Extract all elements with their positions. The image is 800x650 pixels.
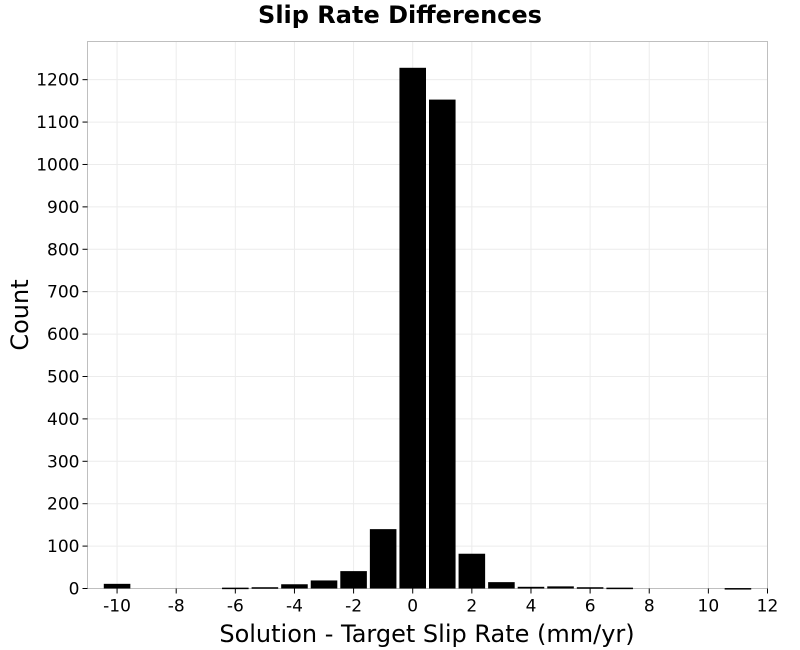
x-tick-label: -10 [103,597,131,617]
y-tick-label: 500 [47,367,79,387]
y-tick-label: 900 [47,198,79,218]
histogram-bar [251,587,279,589]
x-axis-label: Solution - Target Slip Rate (mm/yr) [219,620,634,648]
x-tick-label: 12 [757,597,779,617]
x-tick-label: -2 [345,597,362,617]
chart-title: Slip Rate Differences [258,1,542,29]
histogram-bar [429,99,456,589]
histogram-bar [547,586,574,589]
x-tick-label: 2 [466,597,477,617]
y-tick-label: 100 [47,537,79,557]
y-tick-label: 200 [47,495,79,515]
x-tick-label: 0 [407,597,418,617]
grid [87,41,768,589]
histogram-bar [576,587,604,589]
y-tick-label: 600 [47,325,79,345]
histogram-bar [606,587,633,590]
x-axis-ticks: -10 -8 -6 -4 -2 0 2 4 6 8 10 12 [103,588,779,617]
x-tick-label: 10 [698,597,720,617]
histogram-bar [222,587,249,590]
y-tick-label: 1100 [36,113,79,133]
histogram-bar [724,588,752,590]
histogram-bar [488,582,515,589]
x-tick-label: -4 [286,597,303,617]
x-tick-label: -6 [227,597,244,617]
y-tick-label: 700 [47,283,79,303]
y-axis-ticks: 0 100 200 300 400 500 600 700 800 900 1000 1100 1200 [36,71,88,600]
x-tick-label: 8 [644,597,655,617]
histogram-bar [310,580,338,589]
y-tick-label: 300 [47,452,79,472]
histogram-bar [458,553,486,589]
histogram-bar [517,586,545,589]
histogram-bar [399,67,426,589]
histogram-bar [281,584,308,589]
y-tick-label: 1200 [36,71,79,91]
y-tick-label: 800 [47,240,79,260]
y-tick-label: 400 [47,410,79,430]
x-tick-label: -8 [168,597,185,617]
y-tick-label: 0 [69,580,80,600]
x-tick-label: 4 [526,597,537,617]
x-tick-label: 6 [585,597,596,617]
y-tick-label: 1000 [36,155,79,175]
histogram-bar [103,583,131,589]
bars [103,67,752,590]
histogram-bar [369,529,397,589]
histogram-bar [340,571,367,589]
y-axis-label: Count [6,279,34,350]
plot-frame [87,41,768,589]
